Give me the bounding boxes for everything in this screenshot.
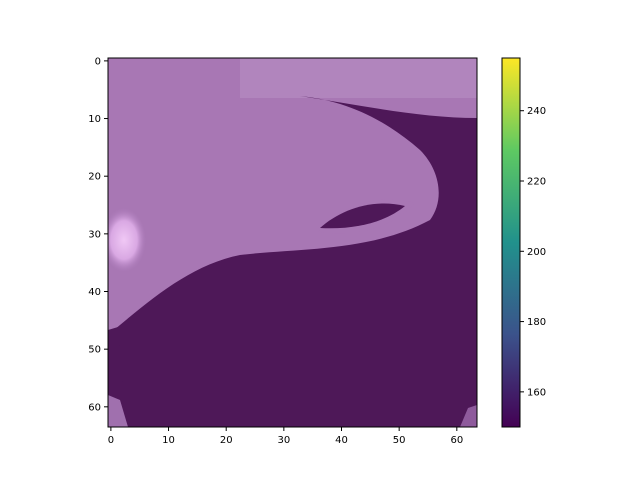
plot-frame — [107, 57, 478, 428]
heatmap-top-band — [240, 58, 477, 98]
x-tick-label: 40 — [335, 435, 348, 446]
x-tick-label: 60 — [450, 435, 463, 446]
colorbar-ticks: 160 180 200 220 240 — [520, 106, 546, 398]
heatmap-dark-region — [108, 96, 477, 427]
colorbar-tick-label: 180 — [527, 317, 546, 328]
colorbar-tick-label: 160 — [527, 387, 546, 398]
colorbar-tick-label: 200 — [527, 247, 546, 258]
y-tick-label: 50 — [88, 345, 101, 356]
colorbar — [501, 57, 521, 428]
y-tick-label: 20 — [88, 172, 101, 183]
y-tick-label: 0 — [95, 56, 101, 67]
x-tick-label: 50 — [393, 435, 406, 446]
colorbar-tick-label: 240 — [527, 106, 546, 117]
heatmap-corner-light — [108, 395, 128, 427]
y-tick-label: 60 — [88, 402, 101, 413]
y-tick-label: 10 — [88, 114, 101, 125]
x-tick-label: 20 — [220, 435, 233, 446]
y-axis: 0 10 20 30 40 50 60 — [88, 56, 108, 413]
heatmap-highlight — [108, 208, 146, 272]
x-axis: 0 10 20 30 40 50 60 — [108, 427, 463, 446]
y-tick-label: 40 — [88, 287, 101, 298]
heatmap-image — [108, 58, 477, 427]
heatmap-inner-dark-slot — [320, 203, 405, 229]
x-tick-label: 0 — [108, 435, 114, 446]
x-tick-label: 30 — [277, 435, 290, 446]
colorbar-tick-label: 220 — [527, 177, 546, 188]
x-tick-label: 10 — [162, 435, 175, 446]
y-tick-label: 30 — [88, 229, 101, 240]
heatmap-bottom-right-light — [460, 405, 477, 427]
